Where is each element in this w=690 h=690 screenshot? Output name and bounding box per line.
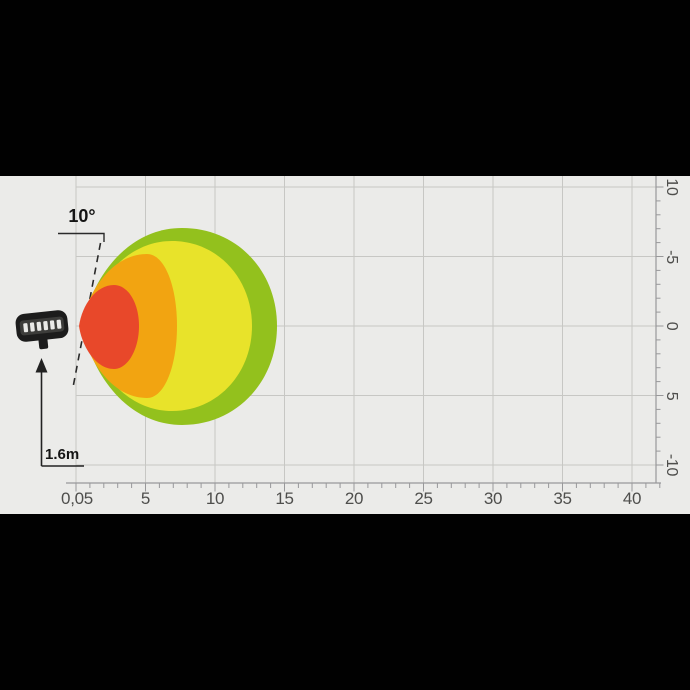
- x-axis-ticks: [75, 483, 661, 492]
- axis-lines: [66, 176, 661, 484]
- y-tick-label: 0: [663, 321, 680, 331]
- angle-bracket-line: [58, 232, 105, 242]
- y-tick-label: 5: [663, 391, 680, 400]
- x-tick-label: 20: [344, 489, 364, 508]
- letterbox-top: [0, 0, 690, 176]
- y-tick-label: 10: [663, 178, 680, 196]
- led-segments: [23, 319, 62, 333]
- lightbar-mount-stem: [38, 337, 49, 350]
- x-tick-label: 15: [275, 489, 294, 508]
- x-tick-label: 10: [205, 489, 225, 508]
- y-axis-ticks: [656, 186, 664, 466]
- x-tick-label: 0,05: [61, 489, 93, 508]
- x-tick-label: 35: [553, 489, 572, 508]
- mount-height-label: 1.6m: [45, 446, 80, 463]
- beam-angle-label: 10°: [68, 206, 96, 226]
- mount-height-marker: [35, 358, 84, 467]
- x-tick-label: 40: [622, 489, 642, 508]
- up-arrow-icon: [35, 358, 48, 373]
- x-tick-label: 5: [140, 489, 151, 508]
- beam-zone-red: [79, 285, 139, 369]
- y-tick-label: -5: [663, 249, 680, 264]
- letterbox-bottom: [0, 514, 690, 690]
- x-tick-label: 30: [483, 489, 503, 508]
- x-tick-label: 25: [414, 489, 433, 508]
- led-lightbar-icon: [15, 310, 69, 350]
- y-tick-label: -10: [663, 453, 680, 477]
